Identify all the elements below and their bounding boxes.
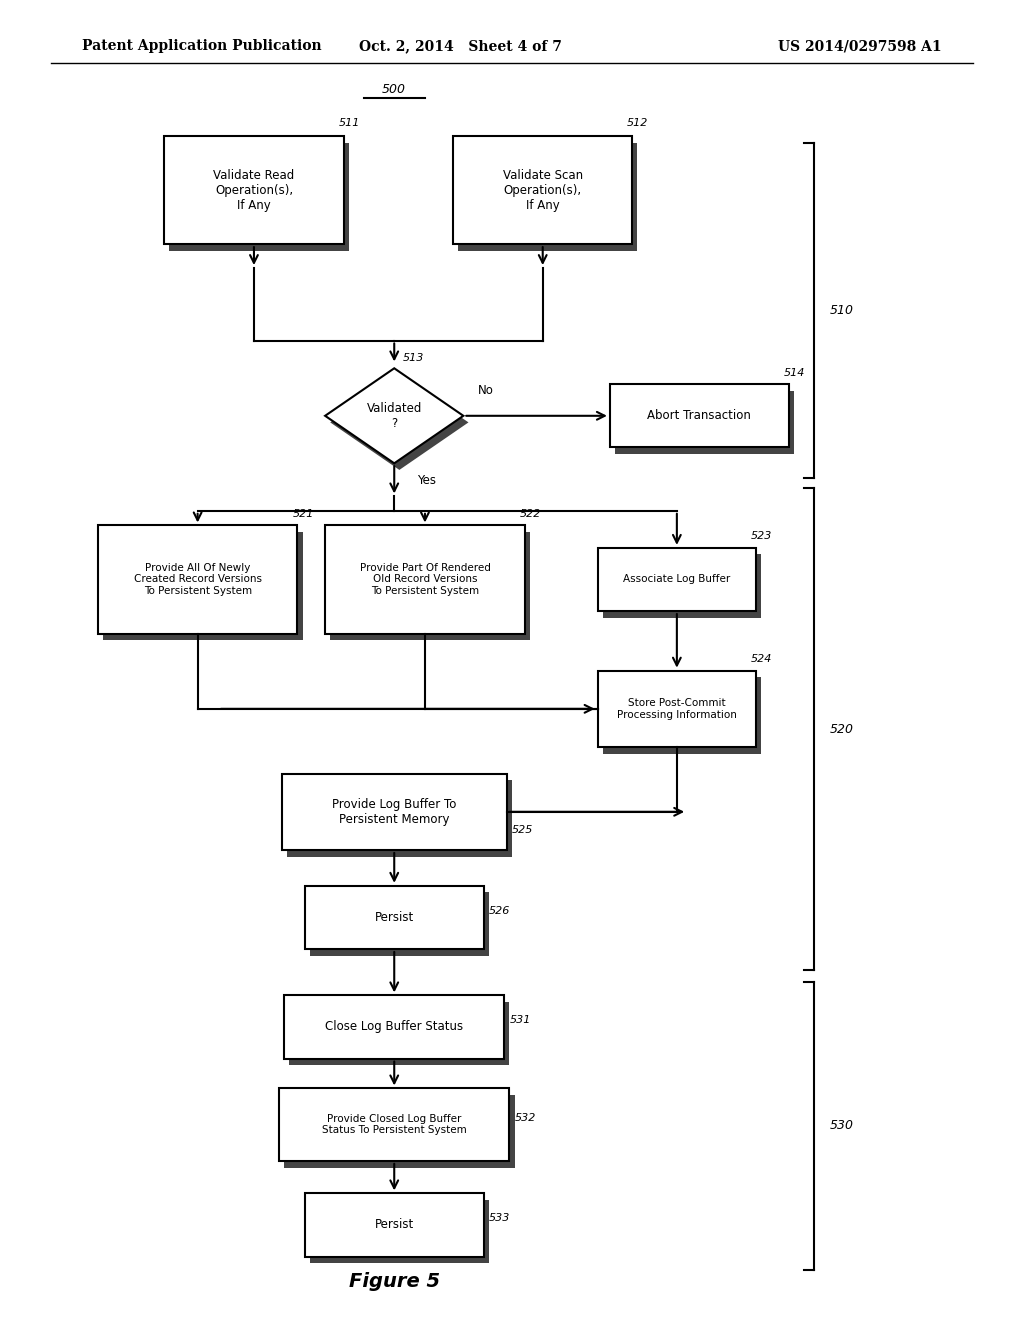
Text: Close Log Buffer Status: Close Log Buffer Status: [326, 1020, 463, 1034]
Text: Validated
?: Validated ?: [367, 401, 422, 430]
Polygon shape: [326, 368, 463, 463]
Text: Store Post-Commit
Processing Information: Store Post-Commit Processing Information: [616, 698, 737, 719]
FancyBboxPatch shape: [279, 1088, 510, 1162]
Text: 524: 524: [752, 653, 772, 664]
FancyBboxPatch shape: [285, 995, 505, 1059]
FancyBboxPatch shape: [614, 391, 795, 454]
FancyBboxPatch shape: [598, 671, 756, 747]
Text: Associate Log Buffer: Associate Log Buffer: [624, 574, 730, 585]
FancyBboxPatch shape: [453, 136, 632, 244]
Text: 526: 526: [489, 906, 510, 916]
Text: Provide Closed Log Buffer
Status To Persistent System: Provide Closed Log Buffer Status To Pers…: [322, 1114, 467, 1135]
Text: Validate Read
Operation(s),
If Any: Validate Read Operation(s), If Any: [213, 169, 295, 211]
Text: 532: 532: [514, 1113, 536, 1123]
Text: Validate Scan
Operation(s),
If Any: Validate Scan Operation(s), If Any: [503, 169, 583, 211]
FancyBboxPatch shape: [282, 774, 507, 850]
FancyBboxPatch shape: [102, 532, 303, 640]
Text: 522: 522: [519, 508, 541, 519]
FancyBboxPatch shape: [98, 525, 297, 634]
Text: Persist: Persist: [375, 911, 414, 924]
Text: Yes: Yes: [417, 474, 436, 487]
Text: No: No: [478, 384, 494, 397]
FancyBboxPatch shape: [290, 1002, 510, 1065]
FancyBboxPatch shape: [598, 548, 756, 611]
FancyBboxPatch shape: [309, 892, 489, 956]
Text: US 2014/0297598 A1: US 2014/0297598 A1: [778, 40, 942, 53]
Text: 520: 520: [829, 723, 853, 735]
FancyBboxPatch shape: [610, 384, 788, 447]
Text: Figure 5: Figure 5: [349, 1272, 439, 1291]
Text: 510: 510: [829, 304, 853, 317]
Text: 513: 513: [402, 352, 424, 363]
FancyBboxPatch shape: [305, 886, 483, 949]
Text: Oct. 2, 2014   Sheet 4 of 7: Oct. 2, 2014 Sheet 4 of 7: [359, 40, 562, 53]
Text: 512: 512: [627, 117, 648, 128]
Text: 500: 500: [382, 83, 407, 96]
FancyBboxPatch shape: [309, 1200, 489, 1263]
Text: 521: 521: [293, 508, 313, 519]
Text: Persist: Persist: [375, 1218, 414, 1232]
FancyBboxPatch shape: [164, 136, 344, 244]
FancyBboxPatch shape: [602, 554, 762, 618]
Text: Provide Part Of Rendered
Old Record Versions
To Persistent System: Provide Part Of Rendered Old Record Vers…: [359, 562, 490, 597]
FancyBboxPatch shape: [602, 677, 762, 754]
FancyBboxPatch shape: [285, 1096, 515, 1168]
Text: 525: 525: [512, 825, 534, 836]
Text: Provide Log Buffer To
Persistent Memory: Provide Log Buffer To Persistent Memory: [332, 797, 457, 826]
FancyBboxPatch shape: [326, 525, 524, 634]
Text: Patent Application Publication: Patent Application Publication: [82, 40, 322, 53]
Text: 523: 523: [752, 531, 772, 541]
Text: Provide All Of Newly
Created Record Versions
To Persistent System: Provide All Of Newly Created Record Vers…: [133, 562, 262, 597]
FancyBboxPatch shape: [459, 143, 637, 251]
FancyBboxPatch shape: [170, 143, 348, 251]
Text: 533: 533: [489, 1213, 510, 1224]
Text: 511: 511: [338, 117, 359, 128]
Text: 514: 514: [784, 367, 805, 378]
FancyBboxPatch shape: [305, 1193, 483, 1257]
Polygon shape: [330, 375, 469, 470]
FancyBboxPatch shape: [287, 780, 512, 857]
FancyBboxPatch shape: [330, 532, 530, 640]
Text: 531: 531: [510, 1015, 530, 1026]
Text: Abort Transaction: Abort Transaction: [647, 409, 752, 422]
Text: 530: 530: [829, 1119, 853, 1133]
